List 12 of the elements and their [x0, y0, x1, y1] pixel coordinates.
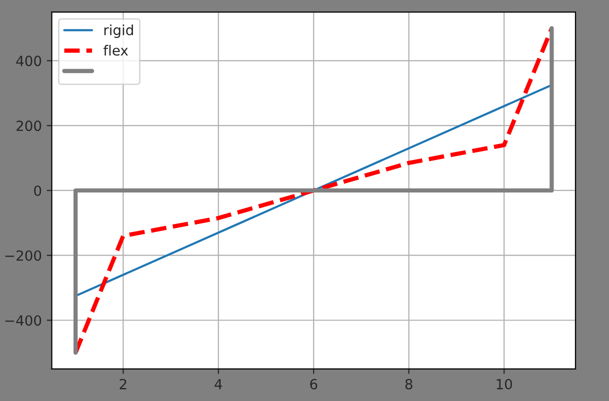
- x-tick-label: 10: [496, 378, 512, 390]
- x-tick-label: 8: [405, 378, 412, 390]
- legend-label: flex: [103, 44, 128, 56]
- legend-label: rigid: [104, 24, 133, 38]
- y-tick-label: 200: [16, 120, 42, 132]
- y-tick-label: 400: [16, 56, 42, 66]
- x-tick-label: 4: [214, 379, 222, 390]
- x-tick-label: 2: [120, 378, 126, 390]
- x-tick-label: 6: [310, 378, 318, 390]
- y-tick-label: −200: [5, 250, 42, 261]
- y-tick-label: −400: [5, 315, 42, 326]
- y-tick-label: 0: [34, 185, 42, 196]
